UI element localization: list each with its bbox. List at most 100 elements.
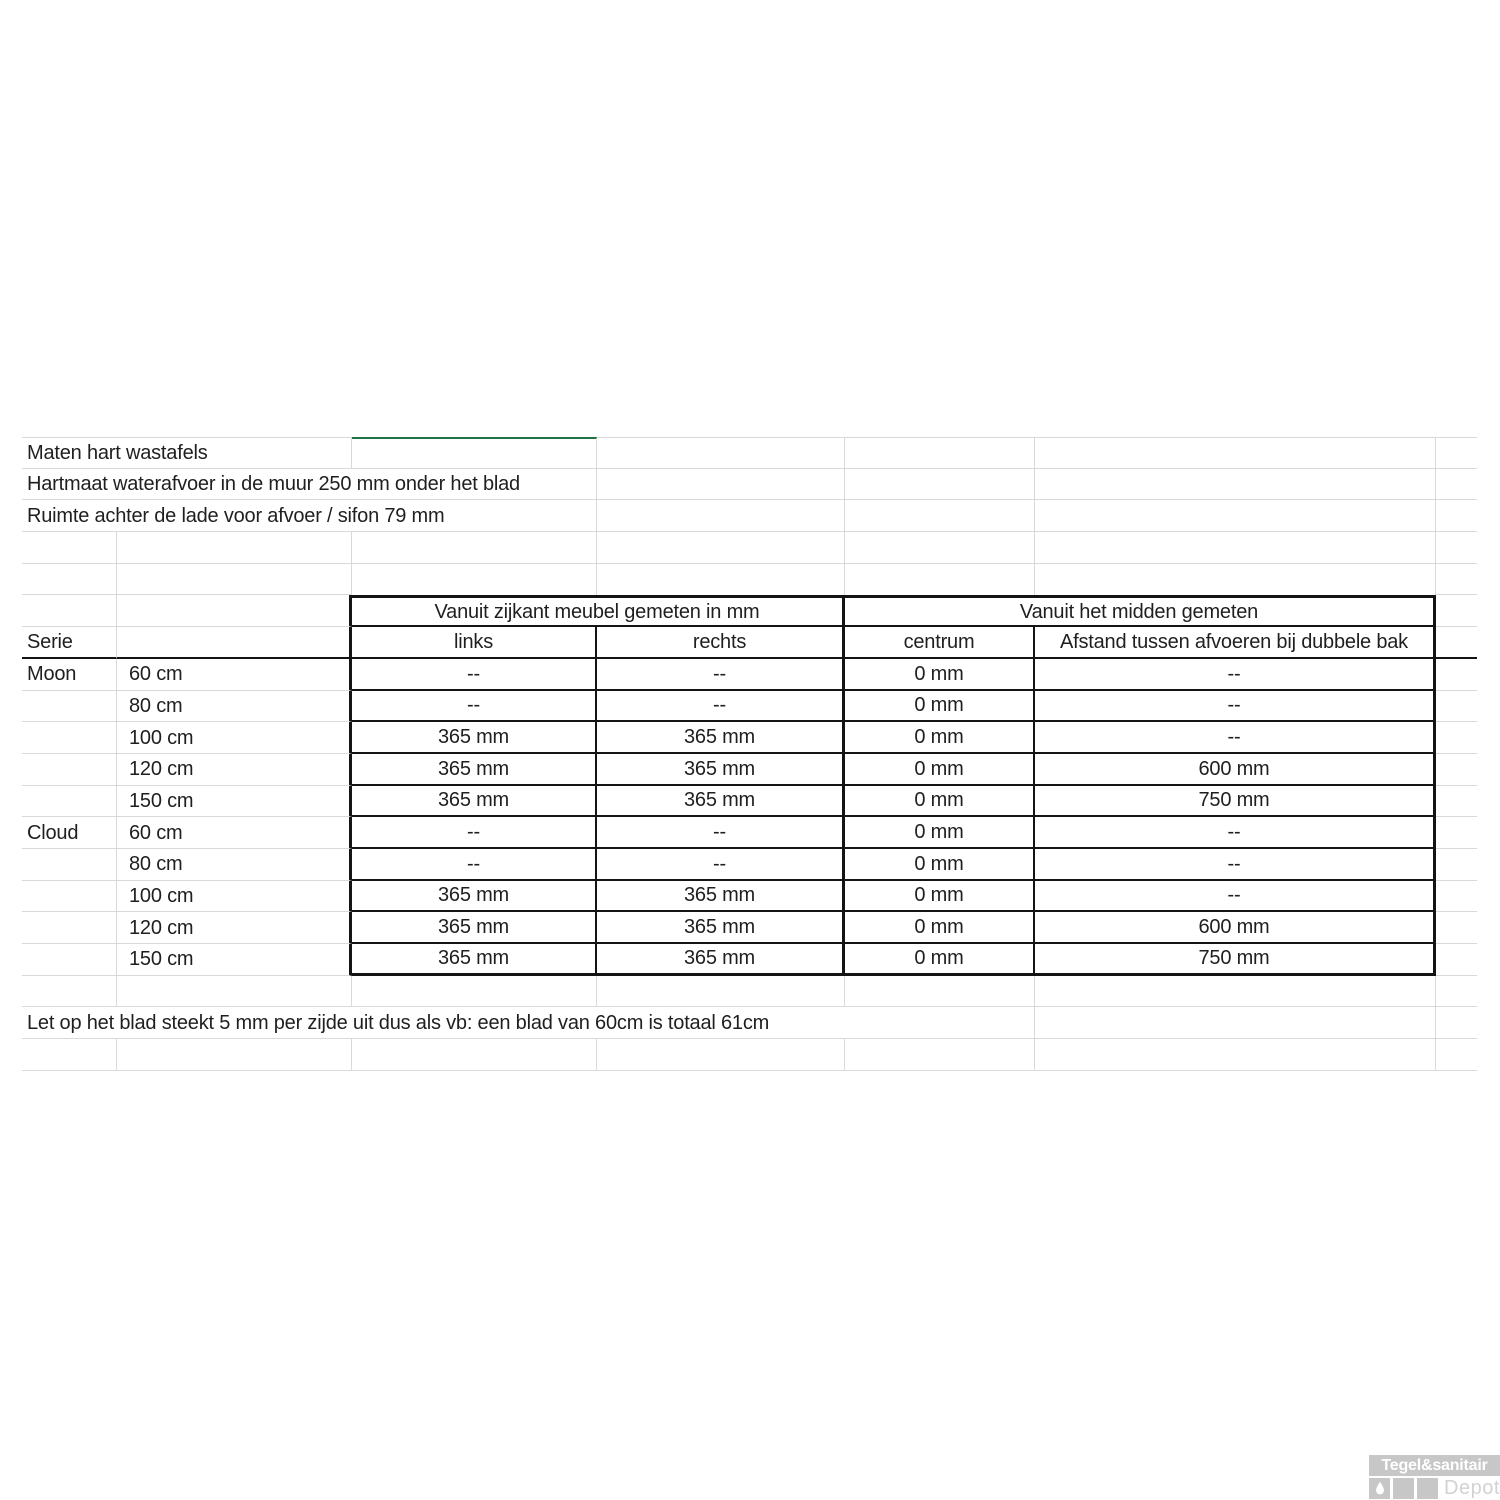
worksheet-grid: Maten hart wastafels Hartmaat waterafvoe… bbox=[22, 437, 1477, 1071]
empty-cell bbox=[597, 500, 845, 533]
value-cell: 750 mm bbox=[1035, 785, 1436, 818]
serie-cell bbox=[22, 690, 117, 723]
empty-cell bbox=[352, 975, 597, 1008]
logo-tiles-row: Depot bbox=[1369, 1477, 1500, 1499]
size-cell: 60 cm bbox=[117, 658, 352, 691]
logo-tile bbox=[1369, 1478, 1390, 1499]
empty-cell bbox=[117, 532, 352, 564]
serie-cell bbox=[22, 912, 117, 944]
logo-tile bbox=[1417, 1478, 1438, 1499]
size-cell: 60 cm bbox=[117, 817, 352, 849]
value-cell: 0 mm bbox=[845, 880, 1035, 913]
empty-cell bbox=[352, 532, 597, 564]
column-header-cell: centrum bbox=[845, 627, 1035, 659]
value-cell: -- bbox=[597, 658, 845, 691]
value-cell: 365 mm bbox=[352, 944, 597, 976]
empty-cell bbox=[1436, 944, 1477, 976]
value-cell: -- bbox=[1035, 658, 1436, 691]
size-cell: 80 cm bbox=[117, 690, 352, 723]
value-cell: 365 mm bbox=[597, 944, 845, 976]
value-cell: 750 mm bbox=[1035, 944, 1436, 976]
value-cell: 0 mm bbox=[845, 944, 1035, 976]
empty-cell bbox=[1436, 564, 1477, 596]
green-border-cell bbox=[352, 437, 597, 469]
empty-cell bbox=[117, 1039, 352, 1071]
value-cell: 0 mm bbox=[845, 912, 1035, 944]
size-cell: 120 cm bbox=[117, 912, 352, 944]
size-cell: 120 cm bbox=[117, 753, 352, 786]
value-cell: -- bbox=[352, 848, 597, 881]
value-cell: 0 mm bbox=[845, 658, 1035, 691]
empty-cell bbox=[1436, 722, 1477, 754]
title-cell: Ruimte achter de lade voor afvoer / sifo… bbox=[22, 500, 597, 533]
empty-cell bbox=[1436, 1039, 1477, 1071]
size-cell: 150 cm bbox=[117, 944, 352, 976]
value-cell: 0 mm bbox=[845, 722, 1035, 754]
empty-cell bbox=[22, 975, 117, 1008]
serie-cell bbox=[22, 944, 117, 976]
empty-cell bbox=[117, 975, 352, 1008]
empty-cell bbox=[22, 532, 117, 564]
empty-cell bbox=[845, 1039, 1035, 1071]
empty-cell bbox=[1035, 500, 1436, 533]
empty-cell bbox=[352, 563, 597, 596]
value-cell: -- bbox=[352, 817, 597, 849]
value-cell: 365 mm bbox=[597, 880, 845, 913]
title-cell: Maten hart wastafels bbox=[22, 437, 352, 469]
brand-name: Tegel&sanitair bbox=[1369, 1455, 1500, 1476]
value-cell: -- bbox=[597, 817, 845, 849]
empty-cell bbox=[1436, 817, 1477, 849]
value-cell: -- bbox=[352, 658, 597, 691]
empty-cell bbox=[1035, 532, 1436, 564]
logo-tile bbox=[1393, 1478, 1414, 1499]
empty-cell bbox=[1436, 627, 1477, 659]
serie-cell bbox=[22, 753, 117, 786]
value-cell: -- bbox=[597, 690, 845, 723]
empty-cell bbox=[597, 1039, 845, 1071]
header-group-cell: Vanuit het midden gemeten bbox=[845, 595, 1436, 628]
value-cell: -- bbox=[1035, 722, 1436, 754]
water-drop-icon bbox=[1375, 1481, 1384, 1495]
empty-cell bbox=[117, 563, 352, 596]
empty-cell bbox=[1436, 659, 1477, 691]
column-header-cell: Serie bbox=[22, 627, 117, 659]
value-cell: 0 mm bbox=[845, 817, 1035, 849]
size-cell: 100 cm bbox=[117, 722, 352, 754]
value-cell: 365 mm bbox=[352, 753, 597, 786]
value-cell: -- bbox=[1035, 848, 1436, 881]
empty-cell bbox=[597, 563, 845, 596]
empty-cell bbox=[845, 975, 1035, 1008]
empty-cell bbox=[845, 500, 1035, 533]
empty-cell bbox=[1436, 881, 1477, 913]
value-cell: 365 mm bbox=[352, 880, 597, 913]
empty-cell bbox=[1436, 532, 1477, 564]
value-cell: 365 mm bbox=[352, 722, 597, 754]
value-cell: 600 mm bbox=[1035, 912, 1436, 944]
value-cell: 365 mm bbox=[597, 722, 845, 754]
empty-cell bbox=[1436, 912, 1477, 944]
column-header-cell: rechts bbox=[597, 627, 845, 659]
empty-cell bbox=[597, 975, 845, 1008]
note-cell: Let op het blad steekt 5 mm per zijde ui… bbox=[22, 1007, 1035, 1040]
serie-cell bbox=[22, 880, 117, 913]
serie-cell bbox=[22, 848, 117, 881]
value-cell: 0 mm bbox=[845, 690, 1035, 723]
value-cell: -- bbox=[1035, 880, 1436, 913]
size-cell: 80 cm bbox=[117, 848, 352, 881]
empty-cell bbox=[1035, 1007, 1436, 1040]
empty-cell bbox=[1436, 786, 1477, 818]
empty-cell bbox=[1035, 437, 1436, 469]
empty-cell bbox=[1436, 754, 1477, 786]
serie-cell bbox=[22, 785, 117, 818]
serie-cell bbox=[22, 722, 117, 754]
value-cell: -- bbox=[352, 690, 597, 723]
value-cell: -- bbox=[1035, 817, 1436, 849]
value-cell: 0 mm bbox=[845, 753, 1035, 786]
empty-cell bbox=[352, 1039, 597, 1071]
value-cell: 0 mm bbox=[845, 848, 1035, 881]
empty-cell bbox=[845, 468, 1035, 501]
empty-cell bbox=[597, 532, 845, 564]
empty-cell bbox=[1436, 500, 1477, 533]
empty-cell bbox=[1035, 975, 1436, 1008]
